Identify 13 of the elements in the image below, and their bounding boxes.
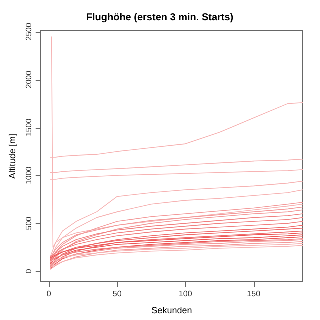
y-tick-label: 1500 — [24, 118, 34, 137]
y-tick-label: 1000 — [24, 166, 34, 185]
y-tick-label: 2500 — [24, 22, 34, 41]
x-tick-label: 50 — [112, 290, 122, 298]
chart-title: Flughöhe (ersten 3 min. Starts) — [86, 12, 234, 24]
y-tick-label: 0 — [24, 268, 34, 274]
y-tick-label: 500 — [24, 216, 34, 230]
x-tick-label: 0 — [46, 290, 52, 298]
x-axis-title: Sekunden — [152, 306, 192, 316]
y-tick-label: 2000 — [24, 70, 34, 89]
y-axis-title: Altitude [m] — [8, 134, 18, 180]
x-tick-label: 100 — [178, 290, 193, 298]
x-tick-label: 150 — [247, 290, 262, 298]
